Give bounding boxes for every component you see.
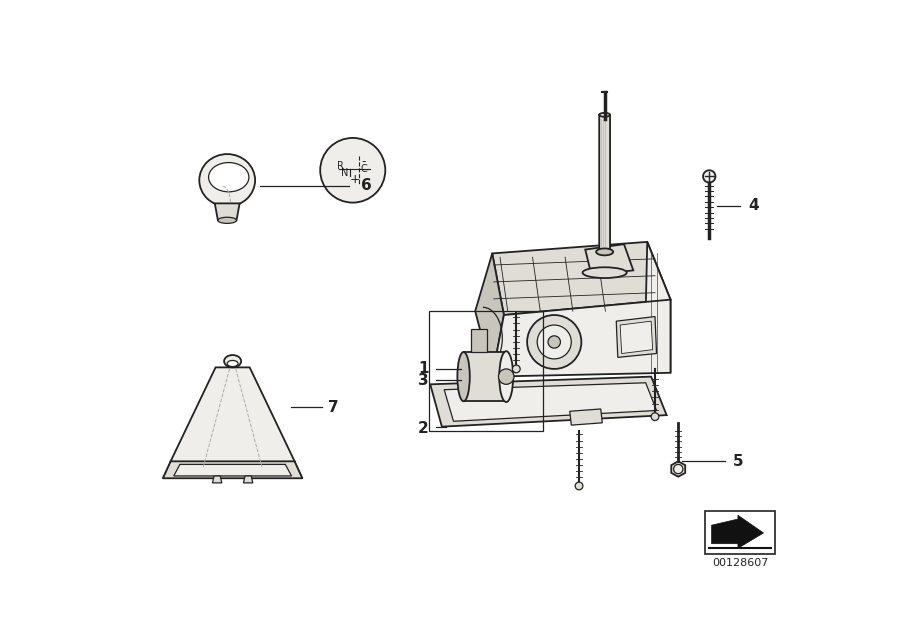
Text: 2: 2 xyxy=(418,422,428,436)
Text: 1: 1 xyxy=(418,361,428,377)
Bar xyxy=(428,311,544,431)
Polygon shape xyxy=(616,317,657,357)
Ellipse shape xyxy=(227,361,238,366)
Text: 6: 6 xyxy=(361,178,371,193)
Polygon shape xyxy=(645,242,670,373)
Polygon shape xyxy=(475,253,504,377)
Circle shape xyxy=(499,369,514,384)
Text: C: C xyxy=(360,165,367,174)
Ellipse shape xyxy=(218,218,237,223)
Ellipse shape xyxy=(596,249,613,255)
Polygon shape xyxy=(492,242,670,315)
Polygon shape xyxy=(163,461,302,478)
Circle shape xyxy=(537,325,572,359)
Polygon shape xyxy=(174,464,292,476)
Circle shape xyxy=(575,482,583,490)
Text: -: - xyxy=(362,155,365,169)
Polygon shape xyxy=(430,377,667,427)
Text: R: R xyxy=(337,161,344,170)
Circle shape xyxy=(320,138,385,203)
Text: 00128607: 00128607 xyxy=(712,558,769,568)
Polygon shape xyxy=(171,368,294,471)
Polygon shape xyxy=(215,204,239,220)
Text: N: N xyxy=(341,167,348,177)
Polygon shape xyxy=(445,383,657,421)
Text: 4: 4 xyxy=(748,198,759,213)
Ellipse shape xyxy=(599,113,610,117)
Polygon shape xyxy=(620,321,652,354)
Polygon shape xyxy=(472,329,487,352)
Polygon shape xyxy=(671,461,685,477)
Ellipse shape xyxy=(224,355,241,368)
Text: 5: 5 xyxy=(733,454,743,469)
Circle shape xyxy=(527,315,581,369)
Text: 7: 7 xyxy=(328,400,338,415)
Polygon shape xyxy=(492,300,670,377)
Text: +: + xyxy=(350,173,360,186)
Polygon shape xyxy=(212,476,221,483)
Polygon shape xyxy=(464,352,506,401)
Text: 3: 3 xyxy=(418,373,428,388)
Ellipse shape xyxy=(582,267,626,278)
Polygon shape xyxy=(585,244,634,275)
Circle shape xyxy=(673,464,683,474)
Polygon shape xyxy=(712,515,763,548)
Polygon shape xyxy=(599,115,610,252)
Circle shape xyxy=(651,413,659,420)
Ellipse shape xyxy=(457,352,470,401)
Circle shape xyxy=(548,336,561,348)
Polygon shape xyxy=(570,409,602,425)
Bar xyxy=(706,511,775,554)
Ellipse shape xyxy=(199,154,255,207)
Ellipse shape xyxy=(500,351,513,402)
Circle shape xyxy=(512,365,520,373)
Ellipse shape xyxy=(209,163,249,192)
Polygon shape xyxy=(244,476,253,483)
Circle shape xyxy=(703,170,716,183)
